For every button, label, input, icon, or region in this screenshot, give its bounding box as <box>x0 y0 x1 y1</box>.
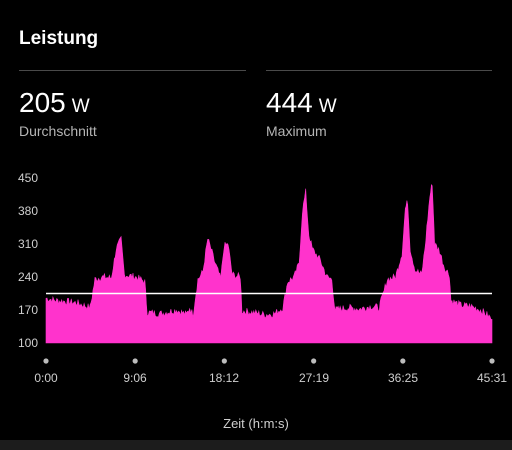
x-tick-dot <box>489 358 495 364</box>
x-tick-dots <box>43 358 495 364</box>
x-tick-dot <box>400 358 406 364</box>
x-tick-label: 18:12 <box>208 371 240 385</box>
card-title: Leistung <box>19 28 99 49</box>
power-area-series <box>45 183 493 344</box>
x-tick-dot <box>43 358 49 364</box>
average-power-unit: W <box>71 96 90 117</box>
y-tick-label: 310 <box>18 237 39 251</box>
y-tick-label: 380 <box>18 204 39 218</box>
stat-divider-right <box>266 70 492 71</box>
stat-divider-left <box>19 70 246 71</box>
x-tick-label: 9:06 <box>123 371 147 385</box>
average-power-value: 205 W <box>19 87 90 119</box>
x-tick-label: 0:00 <box>34 371 58 385</box>
x-tick-label: 45:31 <box>476 371 508 385</box>
x-tick-label: 27:19 <box>298 371 330 385</box>
average-power-label: Durchschnitt <box>19 123 97 139</box>
x-tick-dot <box>311 358 317 364</box>
max-power-value: 444 W <box>266 87 337 119</box>
average-power-number: 205 <box>19 87 66 118</box>
y-tick-label: 450 <box>18 171 39 185</box>
x-tick-dot <box>221 358 227 364</box>
x-tick-dot <box>132 358 138 364</box>
max-power-label: Maximum <box>266 123 327 139</box>
power-card <box>0 0 512 440</box>
y-tick-label: 240 <box>18 270 39 284</box>
y-tick-label: 100 <box>18 336 39 350</box>
bottom-strip <box>0 440 512 450</box>
y-tick-label: 170 <box>18 303 39 317</box>
x-axis-title: Zeit (h:m:s) <box>223 416 289 431</box>
max-power-number: 444 <box>266 87 313 118</box>
max-power-unit: W <box>318 96 337 117</box>
x-tick-label: 36:25 <box>387 371 419 385</box>
